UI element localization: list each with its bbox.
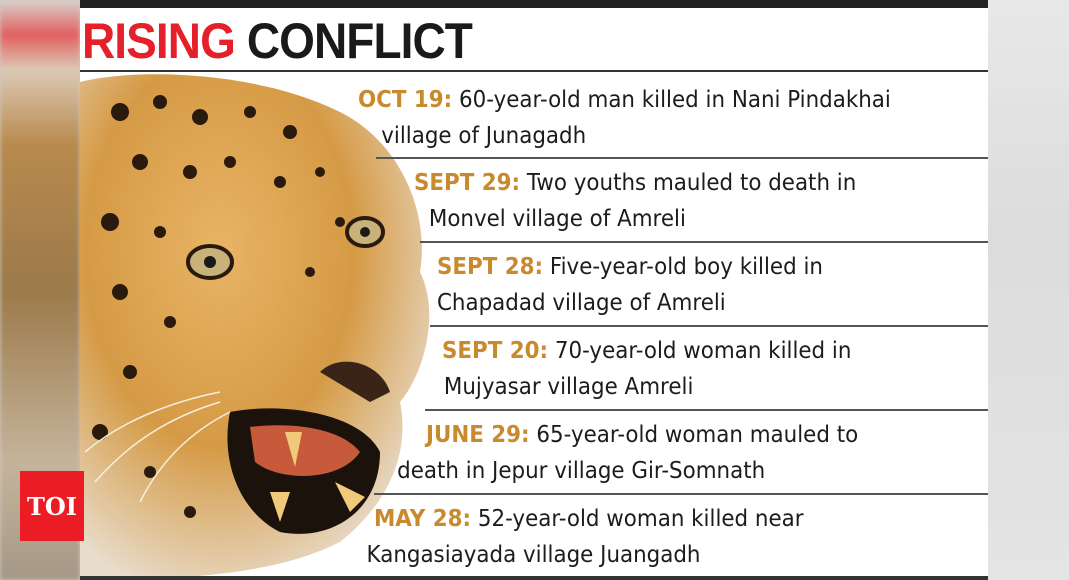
incident-item: SEPT 29: Two youths mauled to death in M… xyxy=(414,165,856,237)
top-bar xyxy=(80,0,988,8)
incident-item: JUNE 29: 65-year-old woman mauled to dea… xyxy=(397,417,859,489)
headline-red: RISING xyxy=(82,13,236,69)
incident-text-line2: Kangasiayada village Juangadh xyxy=(366,542,701,568)
infographic-panel: RISING CONFLICT xyxy=(80,0,988,580)
incident-text: 60-year-old man killed in Nani Pindakhai xyxy=(459,87,891,113)
row-divider xyxy=(376,157,988,159)
row-divider xyxy=(430,325,988,327)
toi-logo: TOI xyxy=(20,471,84,541)
incident-date: SEPT 29: xyxy=(414,170,521,196)
headline-black: CONFLICT xyxy=(246,13,473,69)
incident-text: Two youths mauled to death in xyxy=(526,170,857,196)
headline: RISING CONFLICT xyxy=(82,12,473,70)
incident-text: 65-year-old woman mauled to xyxy=(536,422,859,448)
title-divider xyxy=(80,70,988,72)
incident-date: OCT 19: xyxy=(358,87,453,113)
row-divider xyxy=(420,241,988,243)
incident-text: 70-year-old woman killed in xyxy=(554,338,852,364)
incident-date: MAY 28: xyxy=(374,506,472,532)
incident-item: OCT 19: 60-year-old man killed in Nani P… xyxy=(358,82,891,154)
incident-text: Five-year-old boy killed in xyxy=(549,254,823,280)
incident-text-line2: village of Junagadh xyxy=(381,123,587,149)
incident-date: SEPT 20: xyxy=(442,338,549,364)
incident-date: JUNE 29: xyxy=(426,422,530,448)
incident-text: 52-year-old woman killed near xyxy=(477,506,804,532)
incident-item: SEPT 28: Five-year-old boy killed in Cha… xyxy=(437,249,823,321)
incident-item: SEPT 20: 70-year-old woman killed in Muj… xyxy=(442,333,851,405)
blurred-background-right xyxy=(988,0,1069,580)
incident-text-line2: Chapadad village of Amreli xyxy=(437,290,726,316)
bottom-bar xyxy=(80,576,988,580)
leopard-image xyxy=(80,74,430,580)
incident-item: MAY 28: 52-year-old woman killed near Ka… xyxy=(367,501,804,573)
row-divider xyxy=(425,409,988,411)
incident-text-line2: Monvel village of Amreli xyxy=(428,206,686,232)
row-divider xyxy=(374,493,988,495)
incident-date: SEPT 28: xyxy=(437,254,544,280)
incident-text-line2: death in Jepur village Gir-Somnath xyxy=(397,458,766,484)
incident-text-line2: Mujyasar village Amreli xyxy=(443,374,694,400)
